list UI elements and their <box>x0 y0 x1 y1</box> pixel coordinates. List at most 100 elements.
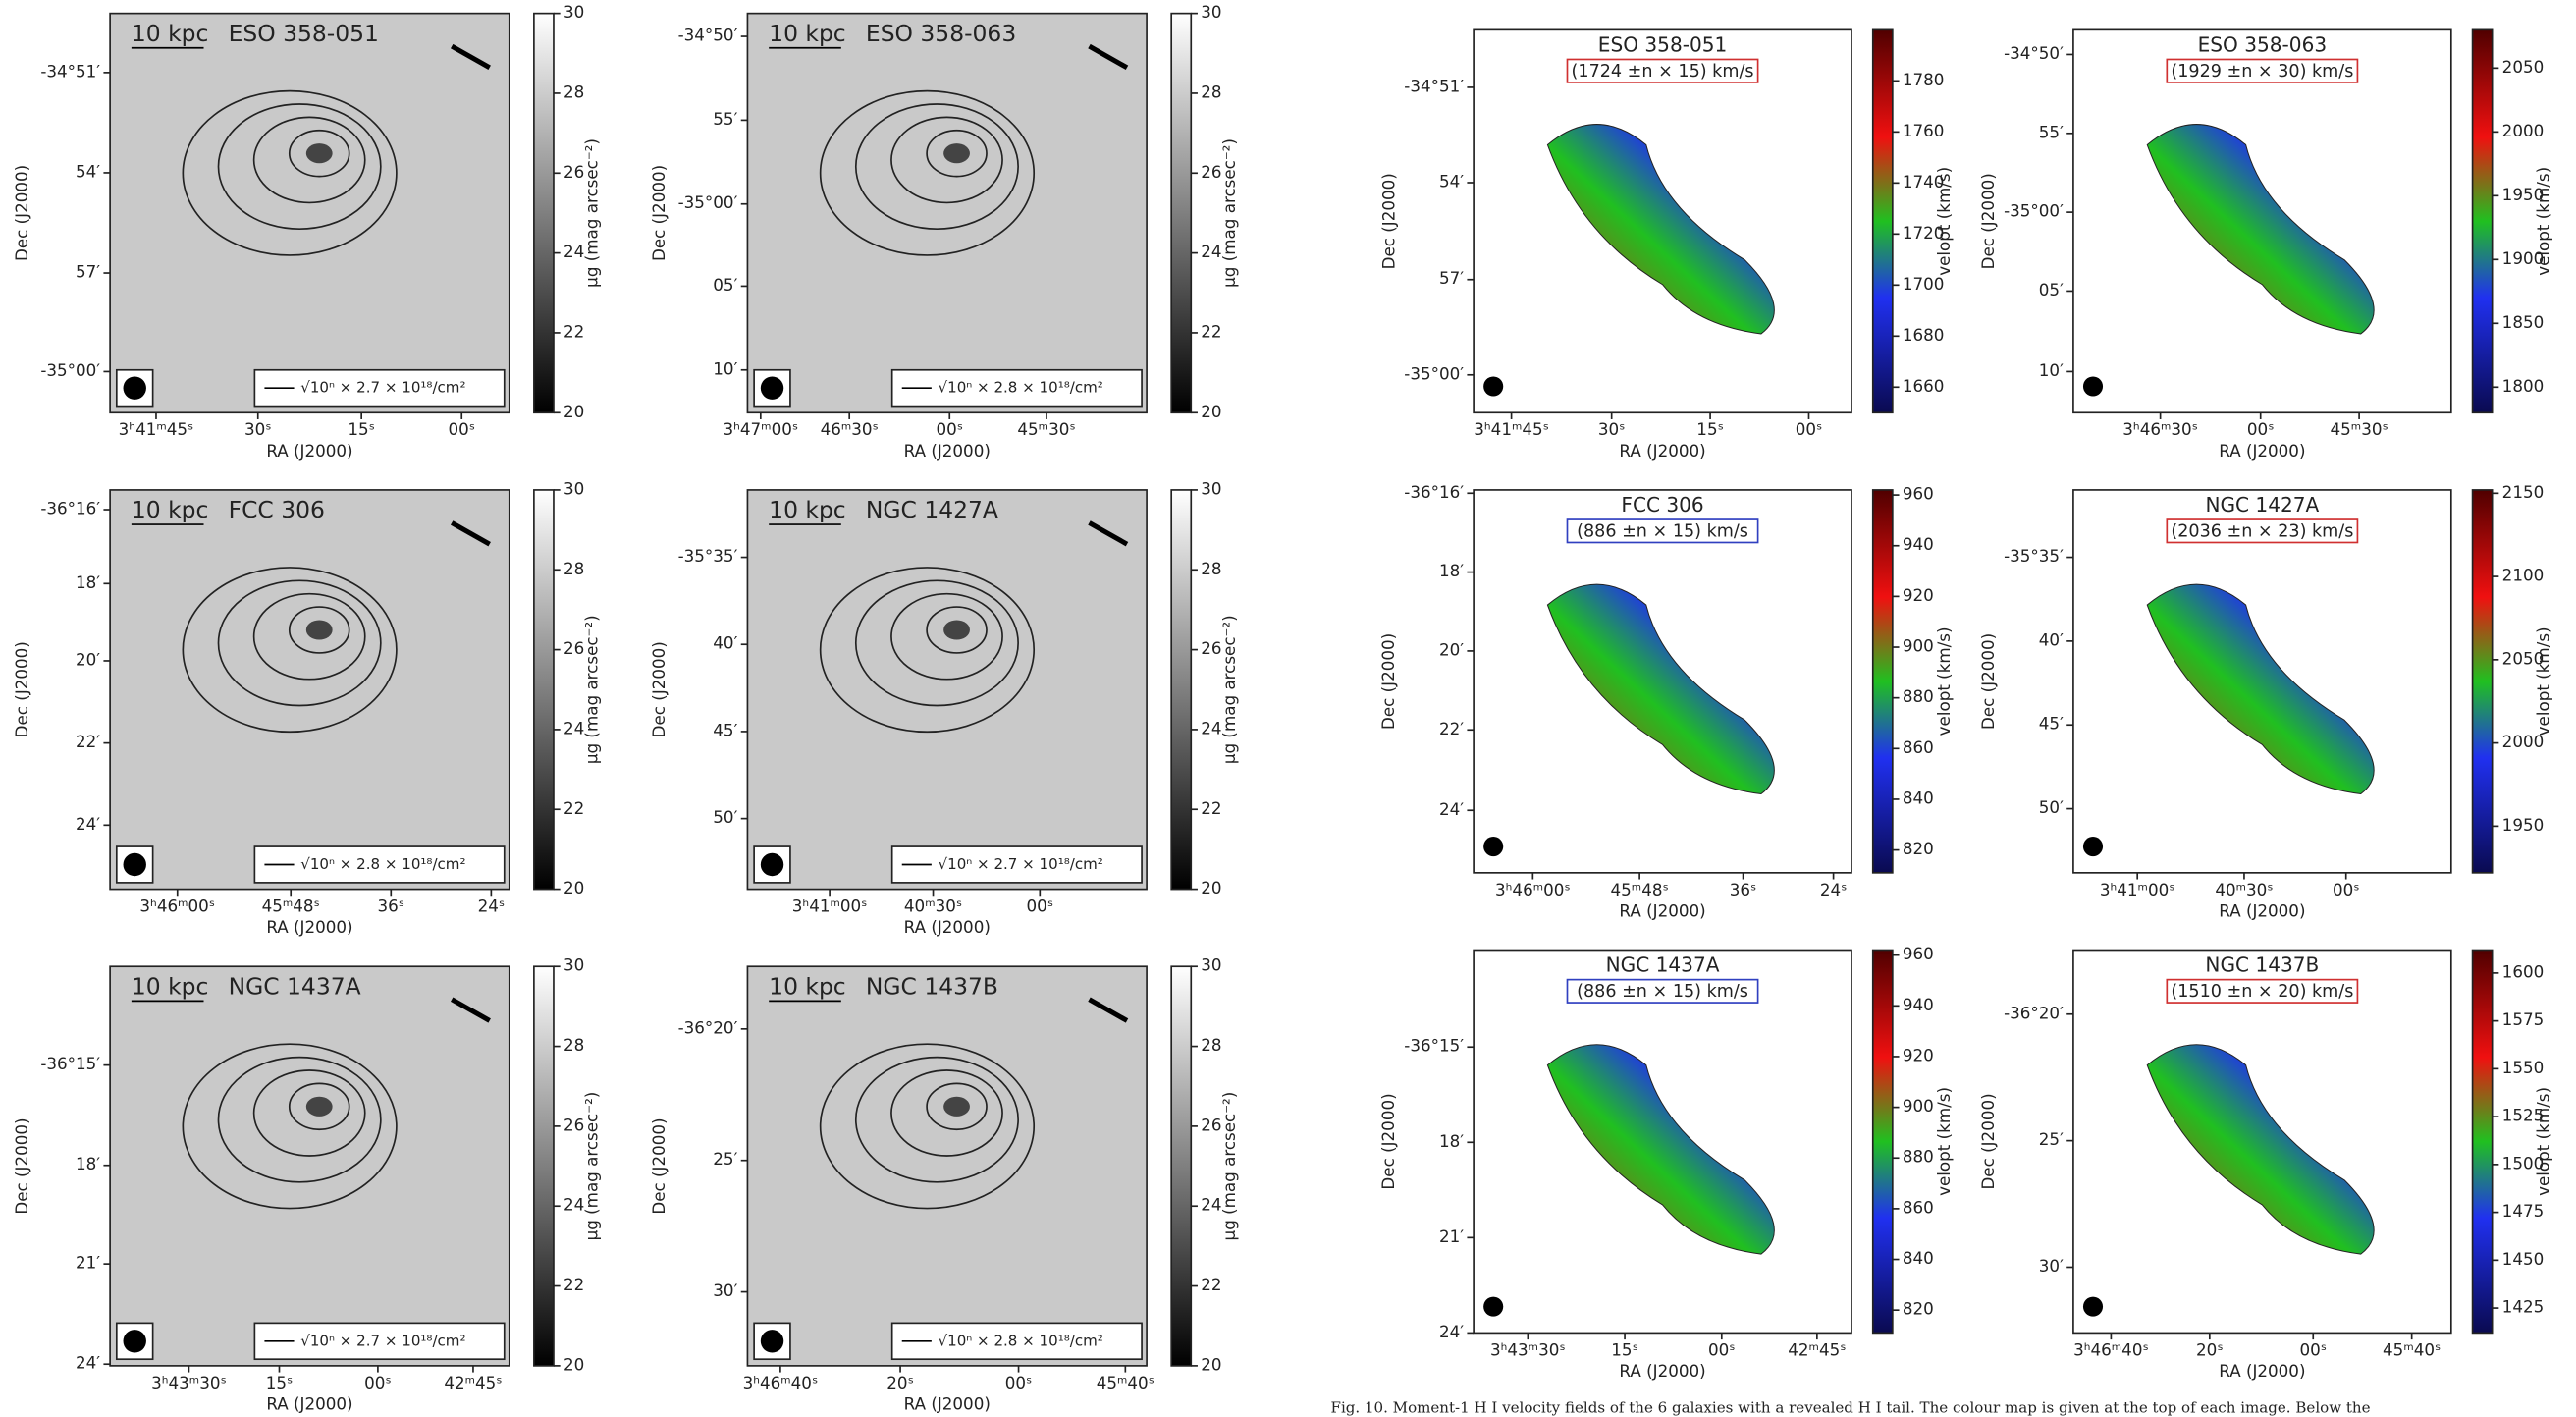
panel-title: NGC 1437A <box>229 972 361 1000</box>
legend-box <box>890 1322 1143 1361</box>
y-tick-label: -36°15′ <box>1404 1036 1464 1056</box>
colorbar-tick-label: 20 <box>1201 402 1221 421</box>
x-tick-label: 45ᵐ30ˢ <box>2331 419 2388 439</box>
panel-title: NGC 1437A <box>1606 954 1720 977</box>
optical-image <box>746 12 1148 414</box>
colorbar-label: μg (mag arcsec⁻²) <box>582 615 602 764</box>
direction-arrow <box>1088 43 1129 71</box>
systemic-velocity: (1724 ±n × 15) km/s <box>1572 62 1754 82</box>
scale-bar-label: 10 kpc <box>132 20 209 47</box>
beam <box>760 376 784 400</box>
colorbar-tick-label: 26 <box>1201 638 1221 658</box>
x-tick-label: 30ˢ <box>1598 419 1626 439</box>
x-tick-label: 15ˢ <box>348 419 375 439</box>
colorbar <box>2471 489 2494 874</box>
y-axis-label: Dec (J2000) <box>649 165 669 261</box>
hi-contour <box>854 103 1019 231</box>
colorbar-tick-label: 24 <box>1201 242 1221 261</box>
x-tick-label: 3ʰ41ᵐ00ˢ <box>2100 880 2175 899</box>
y-axis-label: Dec (J2000) <box>12 1117 31 1214</box>
y-tick-label: 24′ <box>76 1353 100 1373</box>
x-tick-label: 36ˢ <box>1730 880 1757 899</box>
colorbar-tick-label: 1660 <box>1903 376 1945 396</box>
y-axis-label: Dec (J2000) <box>649 641 669 737</box>
y-tick-label: 20′ <box>76 649 100 669</box>
panel-title: NGC 1437B <box>866 972 998 1000</box>
x-tick-label: 15ˢ <box>266 1373 294 1392</box>
colorbar <box>2471 949 2494 1335</box>
colorbar-tick-label: 20 <box>564 1354 584 1374</box>
colorbar-tick-label: 22 <box>564 798 584 818</box>
colorbar <box>1170 12 1193 414</box>
colorbar-tick-label: 920 <box>1903 1045 1934 1064</box>
hi-contour <box>890 116 1003 204</box>
velocity-field <box>1546 583 1775 795</box>
systemic-box <box>2166 58 2359 83</box>
y-tick-label: 21′ <box>76 1253 100 1273</box>
panel-title: FCC 306 <box>229 496 325 523</box>
systemic-velocity: (2036 ±n × 23) km/s <box>2171 522 2353 542</box>
x-axis-label: RA (J2000) <box>266 1394 352 1414</box>
y-tick-label: 18′ <box>1439 561 1464 580</box>
x-tick-label: 45ᵐ48ˢ <box>262 896 320 915</box>
optical-image <box>109 489 510 891</box>
colorbar-tick-label: 1720 <box>1903 223 1945 243</box>
beam <box>2082 1296 2104 1317</box>
x-tick-label: 3ʰ46ᵐ00ˢ <box>139 896 215 915</box>
colorbar-tick-label: 26 <box>1201 162 1221 182</box>
y-tick-label: -35°00′ <box>1404 363 1464 383</box>
colorbar-tick-label: 840 <box>1903 788 1934 807</box>
y-tick-label: -35°00′ <box>678 192 738 212</box>
y-tick-label: 25′ <box>713 1149 737 1169</box>
panel-title: ESO 358-051 <box>1598 33 1728 57</box>
colorbar-tick-label: 30 <box>1201 955 1221 975</box>
colorbar-tick-label: 30 <box>1201 2 1221 22</box>
colorbar-tick-label: 900 <box>1903 636 1934 656</box>
y-axis-label: Dec (J2000) <box>649 1117 669 1214</box>
optical-image <box>746 489 1148 891</box>
scale-bar-label: 10 kpc <box>769 972 846 1000</box>
colorbar-tick-label: 2000 <box>2502 732 2545 751</box>
x-tick-label: 45ᵐ30ˢ <box>1017 419 1075 439</box>
legend-box <box>253 1322 506 1361</box>
y-tick-label: 18′ <box>76 572 100 592</box>
x-tick-label: 30ˢ <box>244 419 272 439</box>
colorbar-tick-label: 1550 <box>2502 1058 2545 1077</box>
x-axis-label: RA (J2000) <box>2219 901 2305 921</box>
systemic-velocity: (886 ±n × 15) km/s <box>1577 982 1748 1002</box>
colorbar-label: μg (mag arcsec⁻²) <box>1219 615 1239 764</box>
colorbar-label: velopt (km/s) <box>2534 167 2553 276</box>
systemic-velocity: (1929 ±n × 30) km/s <box>2171 62 2353 82</box>
panel-title: NGC 1437B <box>2205 954 2319 977</box>
x-tick-label: 40ᵐ30ˢ <box>904 896 962 915</box>
systemic-box <box>2166 978 2359 1004</box>
panel-title: ESO 358-063 <box>866 20 1016 47</box>
velocity-field <box>1546 1044 1775 1255</box>
colorbar-tick-label: 22 <box>1201 798 1221 818</box>
x-tick-label: 3ʰ41ᵐ00ˢ <box>792 896 868 915</box>
scale-bar-label: 10 kpc <box>132 496 209 523</box>
colorbar-tick-label: 1600 <box>2502 961 2545 981</box>
legend-text: √10ⁿ × 2.7 × 10¹⁸/cm² <box>939 855 1103 873</box>
colorbar-tick-label: 1760 <box>1903 121 1945 140</box>
hi-contour <box>288 1082 350 1131</box>
hi-contour <box>288 606 350 654</box>
colorbar-tick-label: 900 <box>1903 1096 1934 1116</box>
colorbar-label: μg (mag arcsec⁻²) <box>582 1092 602 1241</box>
colorbar-tick-label: 920 <box>1903 585 1934 605</box>
y-tick-label: 22′ <box>1439 719 1464 738</box>
colorbar <box>1871 489 1894 874</box>
systemic-velocity: (886 ±n × 15) km/s <box>1577 522 1748 542</box>
hi-contour <box>926 606 988 654</box>
scale-bar-label: 10 kpc <box>769 20 846 47</box>
colorbar-tick-label: 940 <box>1903 995 1934 1014</box>
hi-contour <box>252 1069 366 1157</box>
beam <box>1483 376 1504 397</box>
colorbar-tick-label: 860 <box>1903 737 1934 757</box>
colorbar-tick-label: 30 <box>1201 478 1221 498</box>
y-tick-label: 18′ <box>1439 1131 1464 1151</box>
colorbar <box>1871 28 1894 414</box>
galaxy <box>943 1096 970 1117</box>
colorbar-tick-label: 24 <box>1201 718 1221 737</box>
colorbar-label: velopt (km/s) <box>1934 627 1954 736</box>
